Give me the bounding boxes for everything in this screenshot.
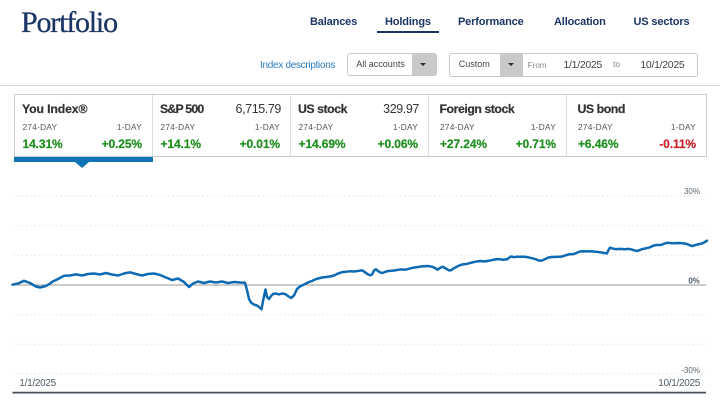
svg-text:10/1/2025: 10/1/2025 (658, 378, 701, 389)
svg-text:-30%: -30% (681, 366, 700, 375)
svg-text:1/1/2025: 1/1/2025 (19, 378, 56, 389)
svg-text:0%: 0% (688, 277, 699, 286)
svg-text:30%: 30% (684, 187, 700, 196)
